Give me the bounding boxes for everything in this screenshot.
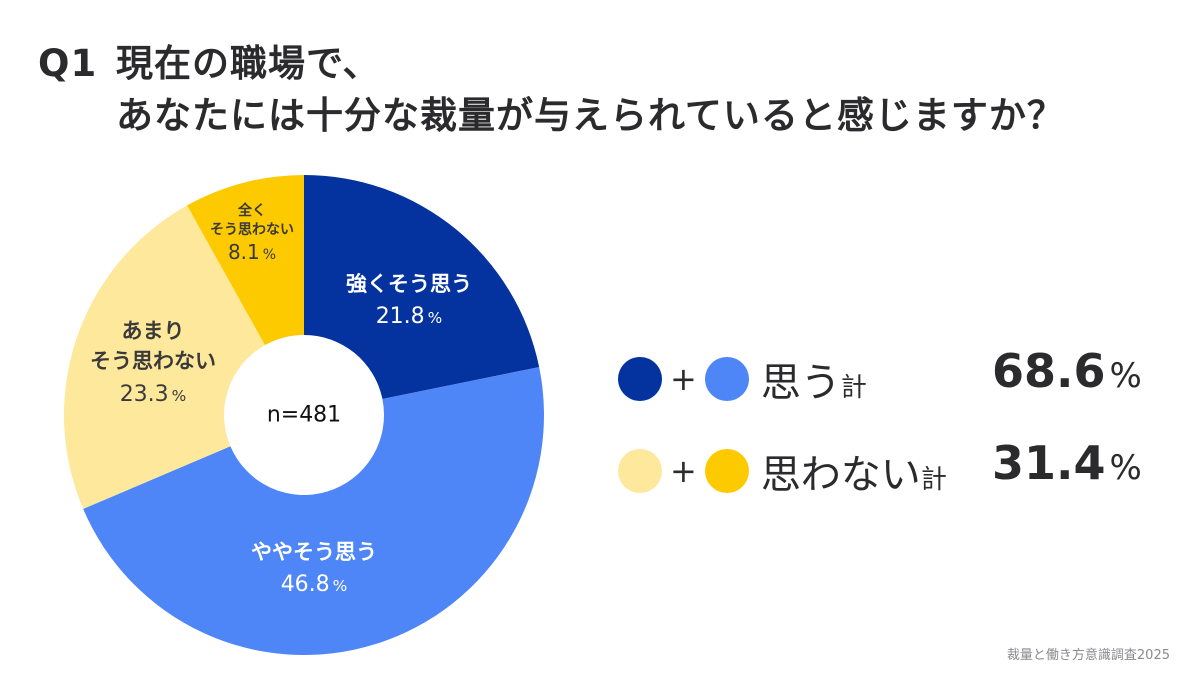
question-number: Q1 [38, 42, 98, 85]
legend-value-number: 31.4 [992, 436, 1106, 490]
legend-value-unit: % [1109, 448, 1142, 488]
legend-dot-somewhat-disagree [618, 449, 662, 493]
slice-name: 強くそう思う [346, 272, 472, 296]
plus-sign: + [670, 360, 697, 398]
legend-disagree: + 思わない計 [618, 442, 947, 500]
title-line-2: あなたには十分な裁量が与えられていると感じますか？ [116, 94, 1065, 137]
legend-value-agree: 68.6% [992, 344, 1142, 398]
slice-strong-disagree [187, 175, 304, 346]
legend-label-text: 思う [760, 360, 841, 406]
sample-size: n=481 [266, 402, 342, 428]
legend-value-number: 68.6 [992, 344, 1106, 398]
pct-unit: % [262, 247, 277, 263]
slice-name-line1: あまり [121, 319, 185, 343]
slice-somewhat-disagree [64, 205, 266, 509]
slice-name-line1: 全く [238, 203, 266, 219]
slice-strong-agree [304, 175, 540, 400]
legend-label-suffix: 計 [840, 373, 867, 403]
source-credit: 裁量と働き方意識調査2025 [1006, 648, 1170, 663]
legend-value-disagree: 31.4% [992, 436, 1142, 490]
legend-label-suffix: 計 [920, 465, 947, 495]
legend-label-disagree: 思わない計 [761, 442, 947, 500]
pct-unit: % [171, 387, 187, 405]
plus-sign: + [670, 452, 697, 490]
pct-value: 23.3 [119, 382, 169, 407]
slice-somewhat-agree [83, 367, 545, 656]
legend-value-unit: % [1109, 356, 1142, 396]
legend-dot-somewhat-agree [704, 357, 749, 401]
pct-unit: % [427, 309, 443, 327]
slice-label-somewhat-agree: ややそう思う 46.8% [251, 536, 377, 597]
legend-label-text: 思わない [760, 452, 921, 498]
legend-dot-strong-disagree [704, 449, 749, 493]
pct-value: 8.1 [227, 240, 260, 264]
slice-label-strong-agree: 強くそう思う 21.8% [346, 268, 472, 329]
slice-name-line2: そう思わない [90, 349, 216, 373]
slice-pct: 8.1% [210, 240, 294, 265]
slice-pct: 46.8% [251, 572, 377, 597]
pct-value: 21.8 [375, 304, 425, 329]
slice-pct: 23.3% [90, 380, 216, 411]
slice-pct: 21.8% [346, 304, 472, 329]
slice-name: ややそう思う [251, 540, 377, 564]
pct-value: 46.8 [280, 572, 330, 597]
pct-unit: % [332, 577, 348, 595]
title-line-1: 現在の職場で、 [116, 42, 381, 85]
slice-label-strong-disagree: 全く そう思わない 8.1% [210, 202, 294, 265]
legend-dot-strong-agree [618, 357, 662, 401]
legend-label-agree: 思う計 [761, 350, 867, 408]
page-title: Q1 現在の職場で、 あなたには十分な裁量が与えられていると感じますか？ [38, 38, 1065, 142]
donut-chart [64, 175, 545, 656]
slice-name-line2: そう思わない [210, 222, 294, 238]
legend-agree: + 思う計 [618, 350, 867, 408]
slice-label-somewhat-disagree: あまり そう思わない 23.3% [90, 316, 216, 411]
